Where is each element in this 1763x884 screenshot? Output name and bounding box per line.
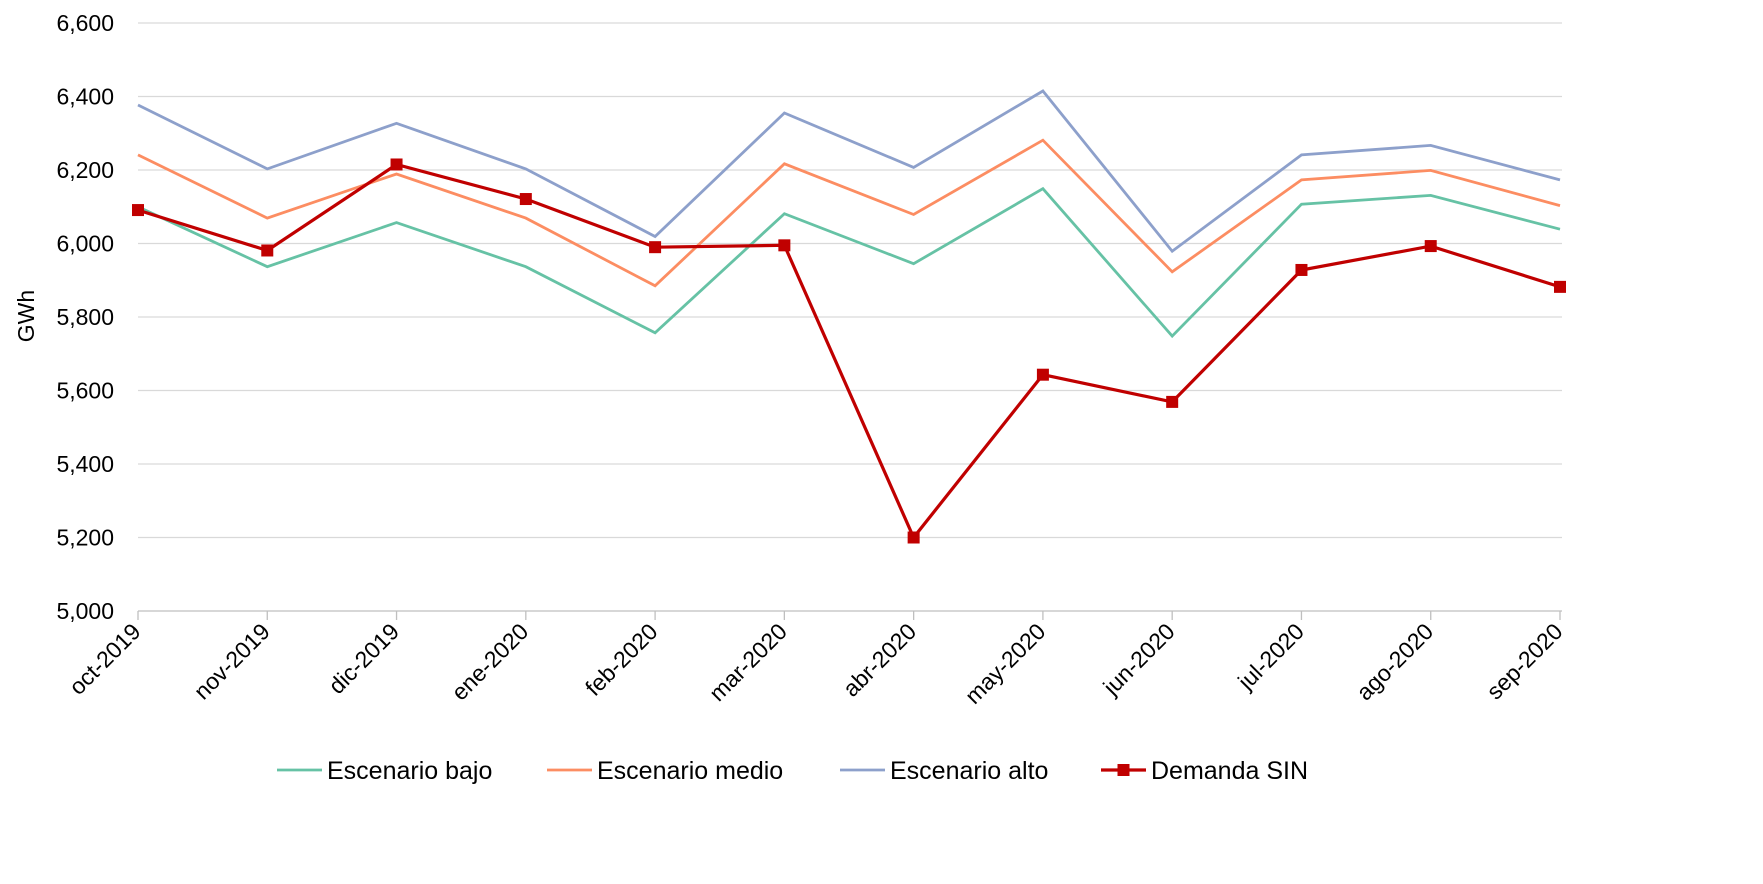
x-tick-label: oct-2019 <box>64 618 146 700</box>
x-tick-label: abr-2020 <box>838 618 921 701</box>
data-point <box>1295 263 1308 276</box>
series-markers <box>132 158 1566 544</box>
y-tick-label: 6,400 <box>56 84 114 110</box>
legend-label: Escenario medio <box>597 757 783 785</box>
y-tick-label: 5,600 <box>56 378 114 404</box>
x-tick-label: may-2020 <box>960 618 1051 709</box>
series-line-escenario-bajo <box>137 186 1561 339</box>
y-tick-label: 6,200 <box>56 157 114 183</box>
x-tick-label: ago-2020 <box>1351 618 1438 705</box>
y-tick-label: 6,000 <box>56 231 114 257</box>
data-point <box>1036 368 1049 381</box>
legend-label: Demanda SIN <box>1151 757 1308 785</box>
legend-label: Escenario bajo <box>327 757 492 785</box>
series-line-demanda-sin <box>137 162 1561 541</box>
x-tick-label: jun-2020 <box>1097 618 1179 700</box>
data-point <box>649 241 662 254</box>
legend-label: Escenario alto <box>890 757 1048 785</box>
y-tick-label: 6,600 <box>56 10 114 36</box>
data-point <box>132 204 144 217</box>
x-tick-label: dic-2019 <box>323 618 404 699</box>
data-point <box>519 193 532 206</box>
x-tick-label: nov-2019 <box>189 618 275 704</box>
data-point <box>1424 240 1437 253</box>
data-point <box>390 158 403 171</box>
legend-marker <box>1117 764 1130 776</box>
x-tick-label: mar-2020 <box>704 618 792 706</box>
series-line-escenario-medio <box>137 138 1561 288</box>
y-tick-label: 5,800 <box>56 304 114 330</box>
y-tick-label: 5,400 <box>56 451 114 477</box>
data-point <box>1166 395 1179 408</box>
y-tick-label: 5,000 <box>56 598 114 624</box>
x-tick-label: jul-2020 <box>1232 618 1309 695</box>
x-tick-label: feb-2020 <box>580 618 663 701</box>
legend: Escenario bajo Escenario medio Escenario a… <box>277 757 1308 785</box>
series-lines <box>137 89 1561 541</box>
y-tick-label: 5,200 <box>56 525 114 551</box>
data-point <box>1554 280 1566 293</box>
data-point <box>778 239 791 252</box>
data-point <box>261 244 274 257</box>
series-line-escenario-alto <box>137 89 1561 254</box>
x-tick-label: sep-2020 <box>1481 618 1567 704</box>
y-axis-title: GWh <box>13 290 39 342</box>
gridlines <box>138 22 1562 612</box>
x-tick-label: ene-2020 <box>446 618 533 705</box>
data-point <box>907 531 920 544</box>
